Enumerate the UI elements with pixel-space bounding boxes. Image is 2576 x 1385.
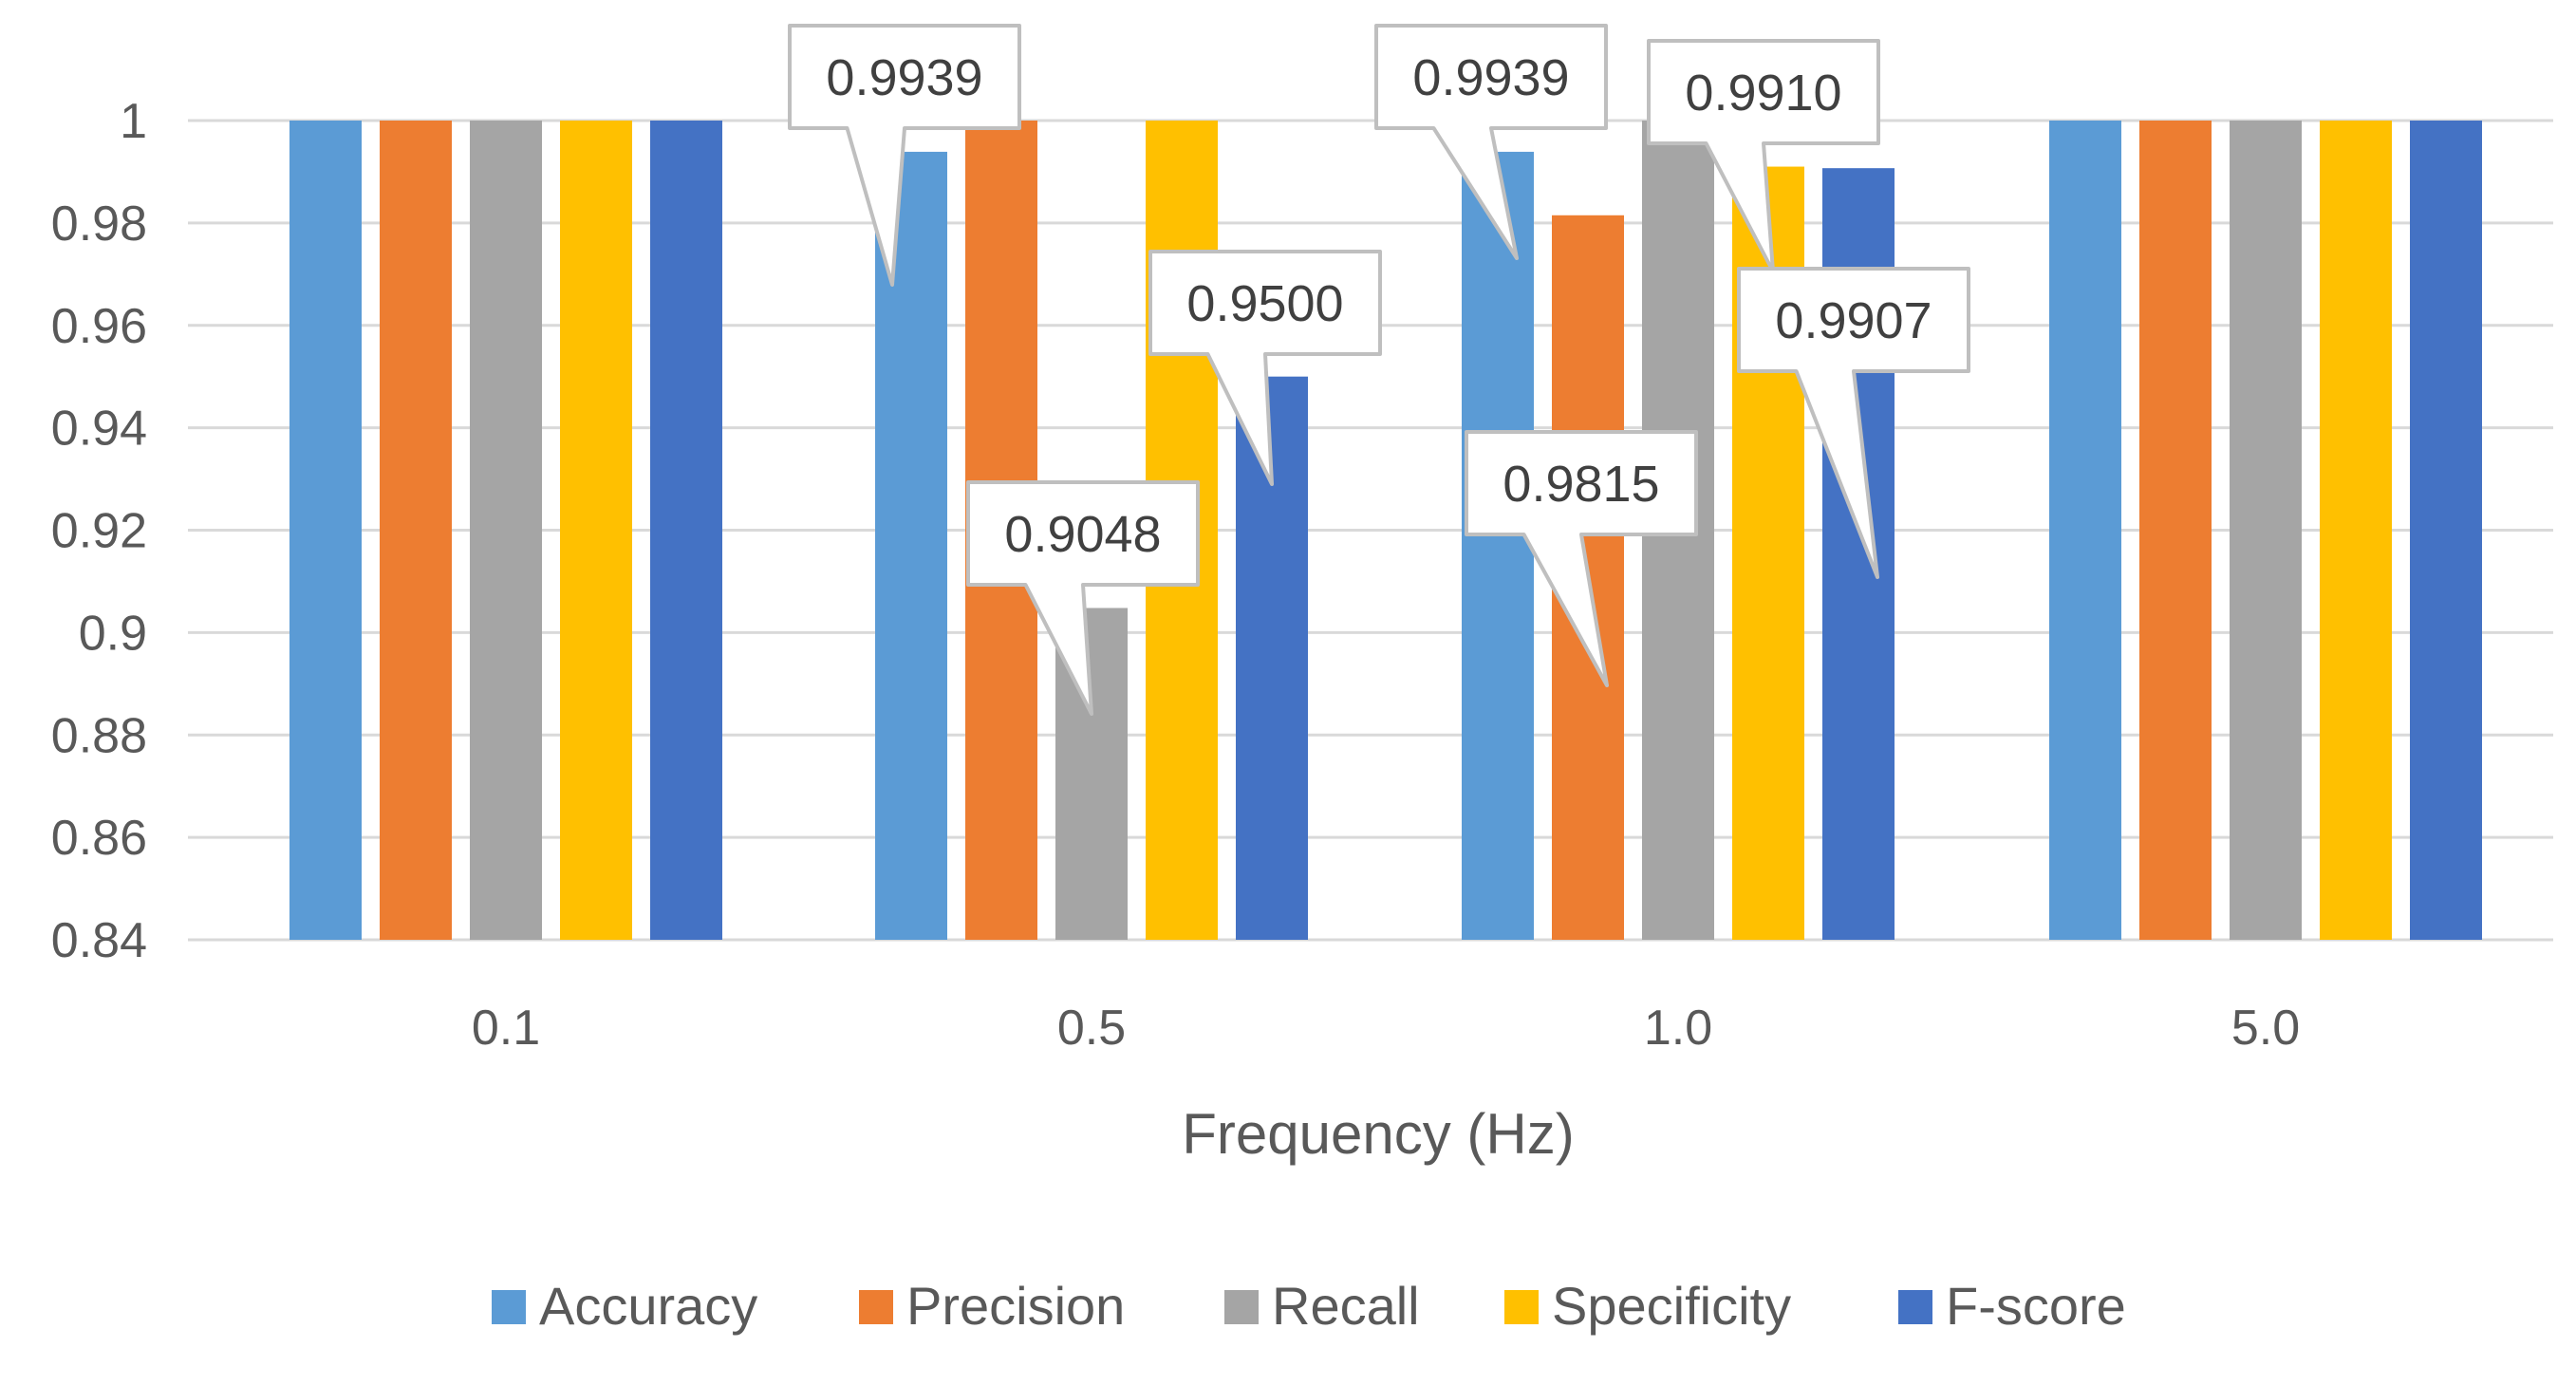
y-tick-label: 0.94 xyxy=(51,402,147,457)
legend-swatch xyxy=(1898,1290,1932,1324)
bar-accuracy-5.0 xyxy=(2049,121,2121,940)
callout-label: 0.9939 xyxy=(826,49,982,106)
legend-label: F-score xyxy=(1946,1276,2126,1336)
x-tick-label: 5.0 xyxy=(2231,1001,2300,1056)
bar-accuracy-1.0 xyxy=(1462,151,1534,941)
x-tick-label: 1.0 xyxy=(1644,1001,1712,1056)
x-axis-ticks: 0.1 0.5 1.0 5.0 xyxy=(472,1001,2300,1056)
bar-f-score-0.1 xyxy=(650,121,722,940)
bar-recall-5.0 xyxy=(2230,121,2302,940)
callout-box xyxy=(1465,430,1698,687)
y-tick-label: 0.98 xyxy=(51,197,147,252)
y-tick-label: 0.92 xyxy=(51,504,147,559)
legend-label: Accuracy xyxy=(539,1276,757,1336)
legend-swatch xyxy=(1504,1290,1539,1324)
x-axis-title: Frequency (Hz) xyxy=(1182,1102,1574,1166)
bar-f-score-5.0 xyxy=(2410,121,2482,940)
callout-box xyxy=(1374,24,1608,260)
callout-label: 0.9939 xyxy=(1412,49,1569,106)
callout-label: 0.9500 xyxy=(1186,275,1343,332)
bar-accuracy-0.1 xyxy=(289,121,362,940)
callout: 0.9907 xyxy=(1737,267,1970,579)
legend-swatch xyxy=(1224,1290,1259,1324)
legend-item-specificity: Specificity xyxy=(1504,1276,1791,1336)
legend-swatch xyxy=(492,1290,526,1324)
y-tick-label: 0.96 xyxy=(51,299,147,354)
callout: 0.9500 xyxy=(1148,250,1382,486)
legend-swatch xyxy=(859,1290,893,1324)
bars xyxy=(289,121,2482,941)
bar-recall-0.1 xyxy=(470,121,542,940)
callout-label: 0.9815 xyxy=(1503,456,1659,513)
callout: 0.9910 xyxy=(1647,39,1880,273)
y-axis-ticks: 0.84 0.86 0.88 0.9 0.92 0.94 0.96 0.98 1 xyxy=(51,94,147,968)
legend-item-precision: Precision xyxy=(859,1276,1125,1336)
callout-box xyxy=(1148,250,1382,486)
callout: 0.9048 xyxy=(966,480,1200,716)
callout-box xyxy=(1647,39,1880,273)
bar-specificity-5.0 xyxy=(2320,121,2392,940)
bar-precision-5.0 xyxy=(2139,121,2212,940)
y-tick-label: 0.9 xyxy=(79,606,147,661)
y-tick-label: 0.86 xyxy=(51,811,147,866)
y-tick-label: 0.84 xyxy=(51,913,147,968)
callout-label: 0.9910 xyxy=(1685,65,1841,122)
x-tick-label: 0.5 xyxy=(1057,1001,1126,1056)
callout-label: 0.9048 xyxy=(1004,506,1161,563)
legend-label: Specificity xyxy=(1552,1276,1791,1336)
legend-item-recall: Recall xyxy=(1224,1276,1420,1336)
callout: 0.9815 xyxy=(1465,430,1698,687)
legend-label: Recall xyxy=(1272,1276,1420,1336)
callout-box xyxy=(1737,267,1970,579)
bar-precision-0.1 xyxy=(380,121,452,940)
legend-label: Precision xyxy=(906,1276,1125,1336)
bar-accuracy-0.5 xyxy=(875,151,947,941)
callout-label: 0.9907 xyxy=(1775,292,1932,349)
legend: Accuracy Precision Recall Specificity F-scor… xyxy=(492,1276,2126,1336)
callout: 0.9939 xyxy=(1374,24,1608,260)
callout-box xyxy=(966,480,1200,716)
legend-item-accuracy: Accuracy xyxy=(492,1276,757,1336)
data-callouts: 0.9939 0.9048 0.9500 0.9939 0.9815 0.9910 0.99… xyxy=(788,24,1970,716)
legend-item-f-score: F-score xyxy=(1898,1276,2126,1336)
y-tick-label: 0.88 xyxy=(51,708,147,763)
x-tick-label: 0.1 xyxy=(472,1001,540,1056)
y-tick-label: 1 xyxy=(120,94,147,149)
bar-specificity-0.1 xyxy=(560,121,632,940)
callout-box xyxy=(788,24,1021,287)
callout: 0.9939 xyxy=(788,24,1021,287)
